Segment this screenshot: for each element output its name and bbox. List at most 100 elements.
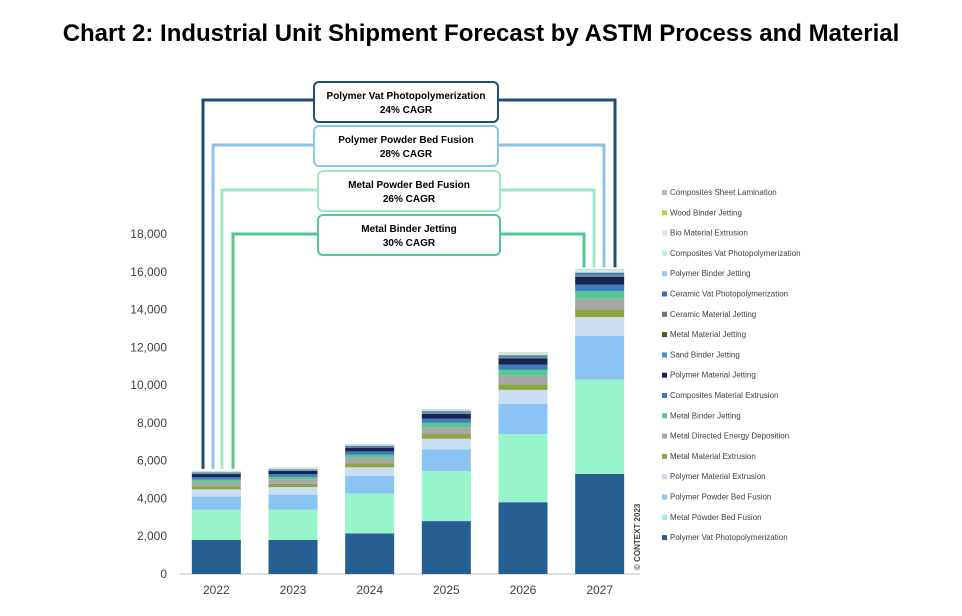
y-tick-label: 4,000 bbox=[137, 491, 167, 505]
bar-segment bbox=[575, 309, 625, 318]
bar-segment bbox=[575, 291, 625, 299]
bar-segment bbox=[575, 272, 625, 275]
legend-swatch bbox=[662, 433, 667, 439]
bar-segment bbox=[191, 509, 241, 540]
callout-cagr: 30% CAGR bbox=[383, 238, 436, 249]
bar-segment bbox=[268, 483, 318, 488]
bar-segment bbox=[268, 509, 318, 540]
y-tick-label: 0 bbox=[160, 567, 167, 581]
bar-segment bbox=[345, 447, 395, 452]
bar-segment bbox=[421, 422, 471, 428]
legend-swatch bbox=[662, 393, 667, 398]
bar-segment bbox=[498, 354, 548, 356]
legend-label: Composites Vat Photopolymerization bbox=[670, 249, 801, 258]
bar-segment bbox=[191, 474, 241, 478]
callout-title: Metal Binder Jetting bbox=[361, 224, 457, 235]
bar-segment bbox=[268, 494, 318, 510]
bar-stack bbox=[498, 352, 548, 574]
bar-segment bbox=[575, 270, 625, 272]
bar-segment bbox=[345, 451, 395, 455]
legend-label: Metal Material Extrusion bbox=[670, 452, 756, 461]
legend-label: Polymer Vat Photopolymerization bbox=[670, 533, 788, 542]
legend-swatch bbox=[662, 514, 667, 520]
legend-label: Polymer Material Extrusion bbox=[670, 472, 766, 481]
legend-label: Metal Powder Bed Fusion bbox=[670, 513, 762, 522]
callout-cagr: 28% CAGR bbox=[380, 149, 433, 160]
x-tick-label: 2025 bbox=[433, 583, 460, 597]
callout-box bbox=[317, 170, 501, 212]
bar-segment bbox=[421, 413, 471, 414]
bar-segment bbox=[421, 471, 471, 522]
x-tick-label: 2027 bbox=[586, 583, 613, 597]
bar-segment bbox=[345, 445, 395, 447]
bar-segment bbox=[498, 356, 548, 358]
y-tick-label: 6,000 bbox=[137, 454, 167, 468]
bar-segment bbox=[421, 412, 471, 413]
legend-item: Composites Material Extrusion bbox=[662, 391, 778, 400]
bar-segment bbox=[345, 447, 395, 448]
callout-connector bbox=[201, 98, 617, 469]
bar-segment bbox=[421, 521, 471, 574]
legend-label: Polymer Powder Bed Fusion bbox=[670, 493, 771, 502]
bar-segment bbox=[498, 389, 548, 404]
legend-swatch bbox=[662, 190, 667, 195]
legend-swatch bbox=[662, 535, 667, 541]
bar-segment bbox=[268, 470, 318, 471]
legend-swatch bbox=[662, 352, 667, 358]
legend-label: Sand Binder Jetting bbox=[670, 350, 740, 359]
legend-label: Metal Material Jetting bbox=[670, 330, 746, 339]
callout-box bbox=[313, 125, 499, 167]
bar-segment bbox=[575, 271, 625, 273]
x-tick-label: 2024 bbox=[356, 583, 383, 597]
bar-segment bbox=[575, 379, 625, 474]
legend-label: Polymer Binder Jetting bbox=[670, 269, 750, 278]
bar-segment bbox=[498, 434, 548, 503]
legend-label: Metal Directed Energy Deposition bbox=[670, 432, 789, 441]
legend-label: Composites Sheet Lamination bbox=[670, 188, 777, 197]
legend-label: Ceramic Material Jetting bbox=[670, 310, 756, 319]
bar-segment bbox=[498, 364, 548, 370]
bar-segment bbox=[191, 477, 241, 480]
bar-segment bbox=[191, 472, 241, 473]
bar-segment bbox=[498, 355, 548, 357]
bar-segment bbox=[345, 467, 395, 476]
bar-segment bbox=[498, 357, 548, 359]
legend-label: Bio Material Extrusion bbox=[670, 229, 748, 238]
legend-item: Wood Binder Jetting bbox=[662, 208, 742, 217]
bar-segment bbox=[268, 487, 318, 495]
legend-item: Composites Vat Photopolymerization bbox=[662, 249, 801, 258]
legend-swatch bbox=[662, 453, 667, 459]
bar-segment bbox=[421, 438, 471, 450]
legend-swatch bbox=[662, 494, 667, 500]
x-tick-label: 2022 bbox=[203, 583, 230, 597]
legend-label: Ceramic Vat Photopolymerization bbox=[670, 290, 788, 299]
bar-segment bbox=[575, 284, 625, 292]
bar-segment bbox=[421, 434, 471, 439]
bar-stack bbox=[345, 444, 395, 574]
legend-label: Wood Binder Jetting bbox=[670, 208, 742, 217]
bar-segment bbox=[268, 479, 318, 484]
legend-item: Bio Material Extrusion bbox=[662, 229, 748, 238]
x-tick-label: 2026 bbox=[510, 583, 537, 597]
legend-swatch bbox=[662, 271, 667, 277]
legend-item: Metal Directed Energy Deposition bbox=[662, 432, 789, 441]
y-tick-label: 18,000 bbox=[130, 227, 167, 241]
legend-item: Metal Material Extrusion bbox=[662, 452, 756, 461]
legend-swatch bbox=[662, 210, 667, 216]
bar-stack bbox=[575, 269, 625, 574]
bar-segment bbox=[191, 489, 241, 497]
legend-label: Metal Binder Jetting bbox=[670, 411, 741, 420]
callout-connector bbox=[220, 188, 596, 469]
bar-segment bbox=[498, 384, 548, 390]
bar-segment bbox=[498, 375, 548, 385]
bar-segment bbox=[191, 479, 241, 482]
bar-segment bbox=[268, 470, 318, 475]
callout-cagr: 24% CAGR bbox=[380, 105, 433, 116]
bar-segment bbox=[345, 475, 395, 494]
bar-segment bbox=[575, 275, 625, 277]
x-tick-label: 2023 bbox=[280, 583, 307, 597]
bar-segment bbox=[498, 404, 548, 435]
bar-segment bbox=[345, 533, 395, 574]
y-tick-label: 12,000 bbox=[130, 340, 167, 354]
bar-segment bbox=[345, 454, 395, 458]
